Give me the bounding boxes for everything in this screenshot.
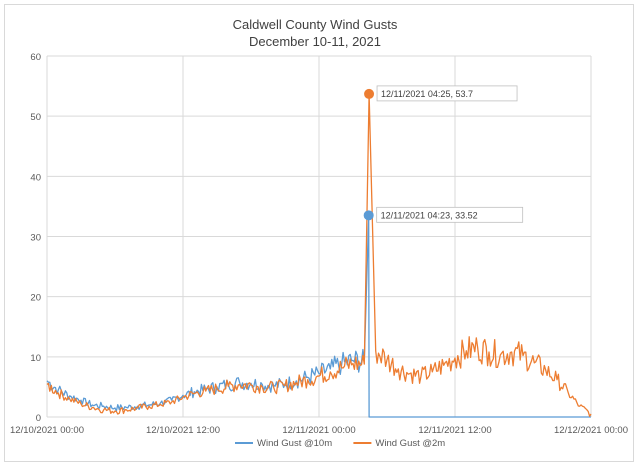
series-line-gust-10m <box>46 214 591 418</box>
annotation-box <box>376 206 524 223</box>
annotation-marker <box>363 210 374 221</box>
axis-layer: 0 10 20 30 40 50 60 12/10/2021 00:00 12/10/2021 … <box>10 52 628 436</box>
x-tick-label: 12/10/2021 12:00 <box>146 425 220 436</box>
annotation-marker <box>364 88 375 99</box>
annotation-box <box>376 85 518 102</box>
y-tick-label: 60 <box>30 52 41 63</box>
legend-label: Wind Gust @2m <box>375 438 445 449</box>
y-tick-label: 10 <box>30 353 41 364</box>
grid-layer <box>46 55 592 418</box>
y-tick-label: 0 <box>36 413 41 424</box>
chart-title: Caldwell County Wind Gusts <box>233 17 398 32</box>
x-tick-label: 12/10/2021 00:00 <box>10 425 84 436</box>
series-layer <box>46 93 592 418</box>
y-tick-label: 50 <box>30 112 41 123</box>
x-tick-label: 12/11/2021 12:00 <box>418 425 491 436</box>
annotation-layer: 12/11/2021 04:25, 53.7 12/11/2021 04:23, … <box>363 85 524 223</box>
legend-label: Wind Gust @10m <box>257 438 332 449</box>
annotation-label: 12/11/2021 04:23, 33.52 <box>381 210 478 220</box>
legend: Wind Gust @10m Wind Gust @2m <box>235 438 445 449</box>
annotation-label: 12/11/2021 04:25, 53.7 <box>381 89 473 99</box>
y-tick-label: 30 <box>30 233 41 244</box>
series-line-gust-2m <box>46 93 592 417</box>
x-tick-label: 12/11/2021 00:00 <box>282 425 355 436</box>
chart-subtitle: December 10-11, 2021 <box>249 34 381 49</box>
y-tick-label: 20 <box>30 293 41 304</box>
wind-gust-chart: Caldwell County Wind Gusts December 10-1… <box>10 17 628 449</box>
chart-frame: Caldwell County Wind Gusts December 10-1… <box>4 4 634 462</box>
y-tick-label: 40 <box>30 172 41 183</box>
x-tick-label: 12/12/2021 00:00 <box>554 425 628 436</box>
